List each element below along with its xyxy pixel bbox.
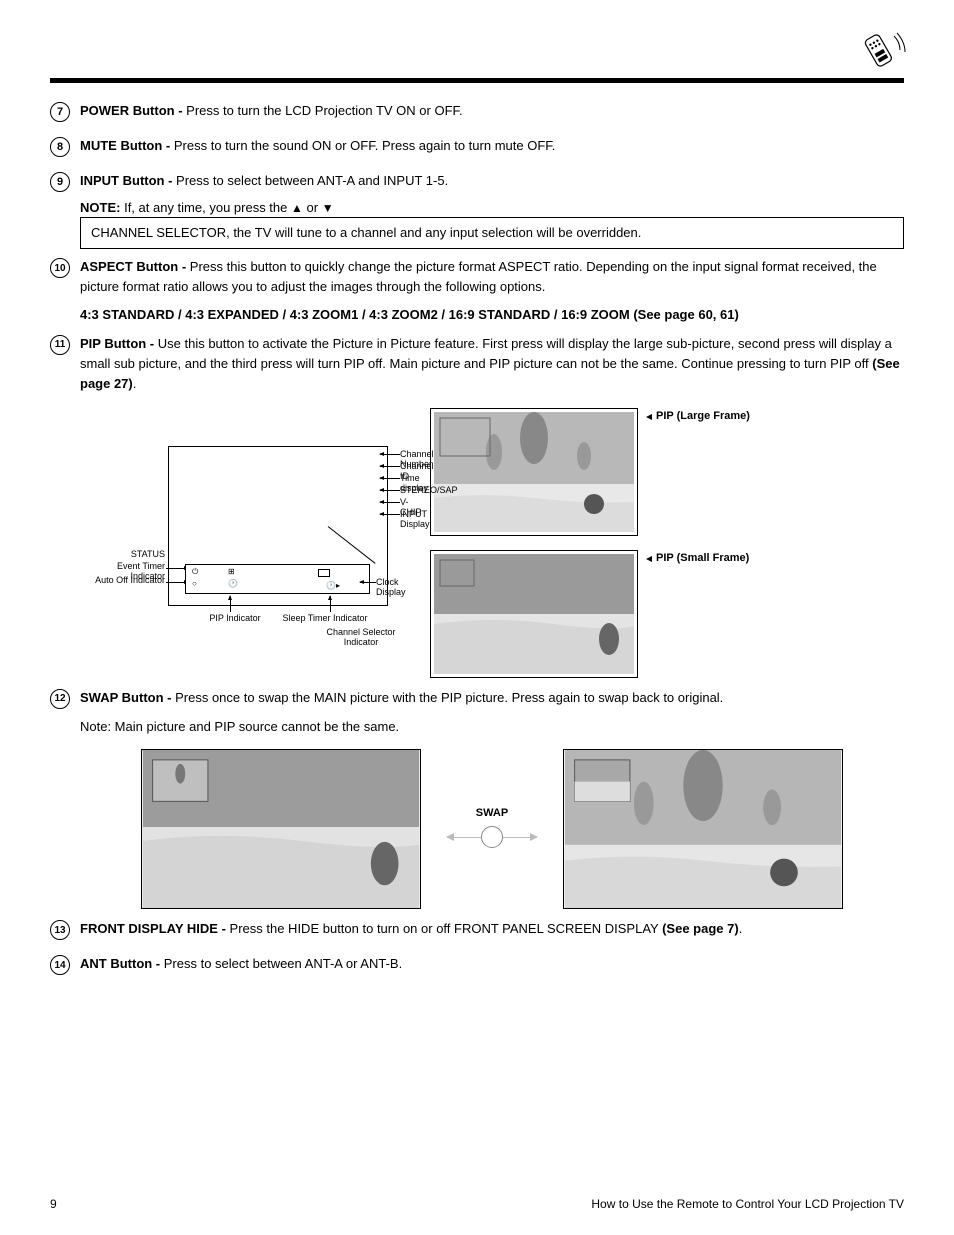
label-auto-off: Auto Off Indicator (80, 576, 165, 586)
item-12: 12 SWAP Button - Press once to swap the … (50, 688, 904, 709)
front-panel: ⏻ ○ ⊞ 🕐 🕐 ▸ (185, 564, 370, 594)
item-10: 10 ASPECT Button - Press this button to … (50, 257, 904, 297)
pip-small-caption: PIP (Small Frame) (646, 552, 749, 564)
item-number-13: 13 (50, 920, 70, 940)
pip-small-frame: PIP (Small Frame) (430, 550, 750, 678)
item-10-title: ASPECT Button - (80, 259, 186, 274)
item-number-10: 10 (50, 258, 70, 278)
item-7-title: POWER Button - (80, 103, 183, 118)
pip-large-frame: PIP (Large Frame) (430, 408, 750, 536)
label-input-display: INPUT Display (400, 510, 430, 530)
item-10-sub: 4:3 STANDARD / 4:3 EXPANDED / 4:3 ZOOM1 … (80, 305, 904, 325)
swap-right-photo (563, 749, 843, 909)
item-14: 14 ANT Button - Press to select between … (50, 954, 904, 975)
pip-large-photo (434, 412, 634, 532)
label-pip-indicator: PIP Indicator (200, 614, 270, 624)
pip-small-photo (434, 554, 634, 674)
page-number: 9 (50, 1197, 57, 1211)
swap-arrows-icon (447, 823, 537, 851)
item-7: 7 POWER Button - Press to turn the LCD P… (50, 101, 904, 122)
note-label: NOTE: (80, 200, 120, 215)
item-number-11: 11 (50, 335, 70, 355)
item-number-7: 7 (50, 102, 70, 122)
item-14-title: ANT Button - (80, 956, 160, 971)
item-9-title: INPUT Button - (80, 173, 172, 188)
remote-control-icon (856, 28, 906, 70)
header-rule (50, 78, 904, 83)
item-10-text: Press this button to quickly change the … (80, 259, 877, 294)
label-stereo-sap: STEREO/SAP (400, 486, 458, 496)
swap-center: SWAP (447, 807, 537, 851)
item-14-text: Press to select between ANT-A or ANT-B. (160, 956, 402, 971)
triangle-up-icon: ▲ (291, 201, 303, 215)
item-12-text: Press once to swap the MAIN picture with… (171, 690, 723, 705)
swap-row: SWAP (80, 749, 904, 909)
item-9-note: NOTE: If, at any time, you press the ▲ o… (80, 200, 904, 249)
item-7-text: Press to turn the LCD Projection TV ON o… (183, 103, 463, 118)
item-13-text: Press the HIDE button to turn on or off … (226, 921, 662, 936)
diagram-row: Channel Number Channel ID Time display S… (80, 408, 904, 678)
pip-large-caption: PIP (Large Frame) (646, 410, 750, 422)
item-number-9: 9 (50, 172, 70, 192)
footer-title: How to Use the Remote to Control Your LC… (591, 1197, 904, 1211)
item-11-title: PIP Button - (80, 336, 154, 351)
item-11: 11 PIP Button - Use this button to activ… (50, 334, 904, 394)
item-12-title: SWAP Button - (80, 690, 171, 705)
item-number-8: 8 (50, 137, 70, 157)
front-display-diagram: Channel Number Channel ID Time display S… (80, 418, 390, 618)
item-11-text: Use this button to activate the Picture … (80, 336, 892, 371)
label-status: STATUS (80, 550, 165, 560)
footer: 9 How to Use the Remote to Control Your … (50, 1197, 904, 1211)
label-channel-selector: Channel Selector Indicator (316, 628, 406, 648)
item-13-title: FRONT DISPLAY HIDE - (80, 921, 226, 936)
item-9: 9 INPUT Button - Press to select between… (50, 171, 904, 192)
item-9-text: Press to select between ANT-A and INPUT … (172, 173, 448, 188)
triangle-down-icon: ▼ (322, 201, 334, 215)
item-8-text: Press to turn the sound ON or OFF. Press… (170, 138, 555, 153)
item-8: 8 MUTE Button - Press to turn the sound … (50, 136, 904, 157)
label-sleep-timer: Sleep Timer Indicator (280, 614, 370, 624)
swap-label: SWAP (476, 807, 508, 819)
note-box: CHANNEL SELECTOR, the TV will tune to a … (80, 217, 904, 249)
item-13: 13 FRONT DISPLAY HIDE - Press the HIDE b… (50, 919, 904, 940)
item-number-12: 12 (50, 689, 70, 709)
label-clock: Clock Display (376, 578, 406, 598)
item-8-title: MUTE Button - (80, 138, 170, 153)
swap-left-photo (141, 749, 421, 909)
item-12-note: Note: Main picture and PIP source cannot… (80, 717, 904, 737)
item-number-14: 14 (50, 955, 70, 975)
item-13-ref: (See page 7) (662, 921, 739, 936)
